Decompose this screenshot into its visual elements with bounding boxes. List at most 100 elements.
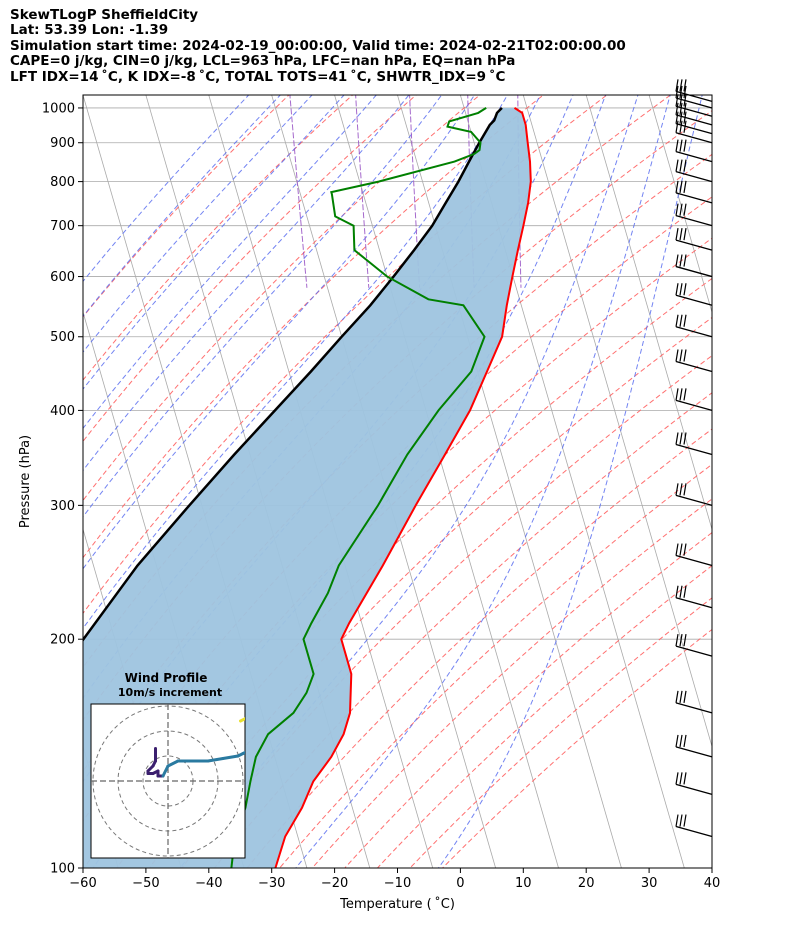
y-tick-label: 1000 — [42, 101, 75, 116]
inset-subtitle: 10m/s increment — [118, 686, 222, 699]
isotherm-line — [711, 95, 712, 97]
wind-barb — [675, 120, 713, 144]
wind-barb — [675, 203, 713, 227]
dry-adiabat-line — [83, 95, 290, 318]
moist-adiabat-line — [83, 95, 476, 570]
moist-adiabat-line — [83, 95, 378, 430]
wind-barb — [675, 483, 713, 506]
moist-adiabat-line — [83, 95, 313, 353]
isotherm-line — [0, 77, 3, 903]
wind-barb — [675, 349, 713, 373]
wind-barb — [675, 111, 713, 135]
wind-barb — [675, 543, 713, 567]
inset-plot — [91, 704, 245, 858]
dry-adiabat-line — [278, 463, 712, 868]
wind-barb — [675, 180, 713, 204]
dry-adiabat-line — [246, 428, 712, 868]
x-tick-label: −50 — [132, 876, 159, 891]
temperature-profile-line — [274, 107, 532, 868]
wind-barb — [675, 139, 713, 163]
chart-header: SkewTLogP SheffieldCity Lat: 53.39 Lon: … — [10, 7, 626, 85]
wind-barb — [675, 102, 713, 126]
wind-barb — [675, 283, 713, 306]
isotherm-line — [648, 95, 712, 314]
y-tick-label: 200 — [50, 633, 75, 648]
wind-barb — [675, 734, 713, 758]
x-tick-label: 20 — [578, 876, 595, 891]
x-tick-label: −60 — [69, 876, 96, 891]
x-axis-label: Temperature ( ˚C) — [339, 896, 455, 912]
moist-adiabat-line — [83, 95, 345, 390]
y-axis-label: Pressure (hPa) — [18, 435, 33, 528]
isotherm-line — [522, 95, 712, 748]
wind-barb — [675, 585, 713, 609]
moist-adiabat-line — [83, 95, 250, 283]
y-tick-label: 800 — [50, 175, 75, 190]
parcel-area-fill — [83, 107, 531, 868]
dry-adiabat-line — [441, 628, 712, 868]
wind-barb — [675, 772, 713, 795]
wind-barb — [675, 314, 713, 338]
y-tick-label: 500 — [50, 330, 75, 345]
isotherm-line — [770, 77, 794, 903]
wind-barb — [675, 814, 713, 838]
y-tick-label: 300 — [50, 499, 75, 514]
x-tick-label: 30 — [641, 876, 658, 891]
plot-layers — [0, 77, 794, 903]
isotherm-line — [397, 95, 622, 868]
y-tick-label: 700 — [50, 219, 75, 234]
x-axis-title: Temperature ( ˚C) — [339, 896, 455, 912]
y-axis-title: Pressure (hPa) — [18, 435, 33, 528]
wind-barb — [675, 228, 713, 251]
dry-adiabat-line — [83, 95, 608, 615]
moist-adiabat-line — [83, 95, 281, 318]
moist-adiabat-line — [437, 95, 703, 868]
y-tick-label: 400 — [50, 404, 75, 419]
hodograph-segment — [221, 754, 240, 760]
wind-barb — [675, 79, 713, 103]
time-line: Simulation start time: 2024-02-19_00:00:… — [10, 37, 626, 54]
moist-adiabat-line — [83, 95, 509, 630]
y-tick-label: 100 — [50, 862, 75, 877]
parcel-path-line — [83, 107, 503, 643]
isotherm-line — [334, 95, 559, 868]
x-tick-label: −10 — [384, 876, 411, 891]
location-line: Lat: 53.39 Lon: -1.39 — [10, 22, 169, 39]
dry-adiabat-line — [409, 597, 712, 868]
hodograph-segment — [241, 750, 245, 755]
wind-barb — [675, 159, 713, 183]
params-line: CAPE=0 j/kg, CIN=0 j/kg, LCL=963 hPa, LF… — [10, 53, 516, 70]
dry-adiabat-line — [344, 531, 712, 868]
dewpoint-profile-line — [230, 107, 487, 868]
y-tick-label: 600 — [50, 270, 75, 285]
y-tick-label: 900 — [50, 136, 75, 151]
x-tick-label: −20 — [321, 876, 348, 891]
wind-barb — [675, 85, 713, 109]
x-tick-label: 40 — [704, 876, 721, 891]
hodograph-segment — [161, 764, 170, 778]
wind-barb — [675, 432, 713, 456]
inset-title: Wind Profile — [125, 671, 208, 685]
moist-adiabat-line — [295, 95, 671, 868]
chart-title: SkewTLogP SheffieldCity — [10, 7, 199, 23]
hodograph-segment — [166, 759, 180, 768]
moist-adiabat-line — [83, 95, 443, 518]
hodograph-segment — [206, 757, 225, 763]
mixing-ratio-line — [289, 95, 308, 288]
mixing-ratio-line — [355, 95, 370, 288]
indices-line: LFT IDX=14 ˚C, K IDX=-8 ˚C, TOTAL TOTS=4… — [10, 68, 506, 85]
isotherm-line — [585, 95, 712, 531]
x-tick-label: −40 — [195, 876, 222, 891]
x-tick-label: −30 — [258, 876, 285, 891]
dry-adiabat-line — [311, 498, 712, 868]
hodograph-surface-segment — [239, 717, 245, 723]
x-tick-label: 0 — [456, 876, 464, 891]
wind-barb — [675, 254, 713, 278]
wind-barb — [675, 634, 713, 657]
wind-barb — [675, 94, 713, 117]
dry-adiabat-line — [376, 564, 712, 868]
dry-adiabat-line — [83, 95, 417, 443]
x-tick-label: 10 — [515, 876, 532, 891]
